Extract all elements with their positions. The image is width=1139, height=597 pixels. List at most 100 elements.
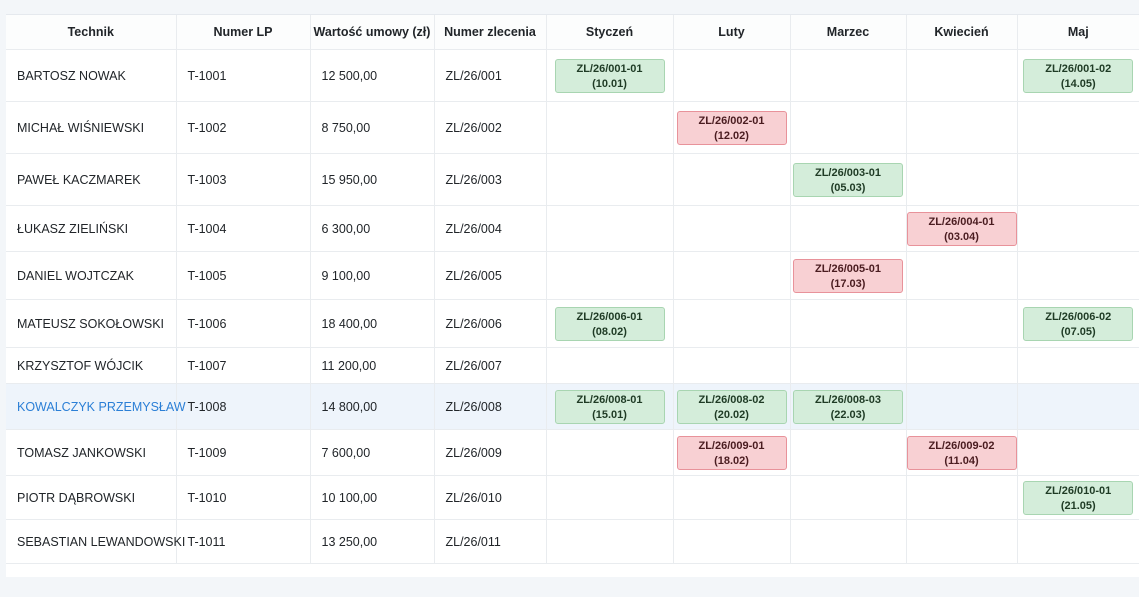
month-cell-january[interactable] xyxy=(546,347,674,384)
order-chip[interactable]: ZL/26/001-02 (14.05) xyxy=(1023,58,1134,93)
month-cell-february[interactable] xyxy=(673,299,791,348)
month-cell-march[interactable] xyxy=(790,519,907,564)
order-chip-code: ZL/26/002-01 xyxy=(698,114,765,127)
lp-number: T-1008 xyxy=(176,383,311,430)
table-header-row: Technik Numer LP Wartość umowy (zł) Nume… xyxy=(6,15,1139,50)
month-cell-january[interactable] xyxy=(546,429,674,476)
month-cell-april[interactable] xyxy=(906,101,1018,154)
month-cell-may[interactable] xyxy=(1017,101,1139,154)
table-row[interactable]: Michał Wiśniewski T-1002 8 750,00 ZL/26/002… xyxy=(6,101,1139,154)
technician-name[interactable]: Daniel Wojtczak xyxy=(6,251,177,300)
contract-value: 11 200,00 xyxy=(310,347,435,384)
order-chip-date: (21.05) xyxy=(1060,499,1096,512)
month-cell-march[interactable] xyxy=(790,101,907,154)
header-contract-value[interactable]: Wartość umowy (zł) xyxy=(310,15,435,50)
month-cell-march[interactable] xyxy=(790,299,907,348)
month-cell-march[interactable] xyxy=(790,475,907,520)
table-row[interactable]: Daniel Wojtczak T-1005 9 100,00 ZL/26/005 ZL… xyxy=(6,251,1139,300)
month-cell-april: ZL/26/004-01 (03.04) xyxy=(906,205,1018,252)
technician-name[interactable]: Krzysztof Wójcik xyxy=(6,347,177,384)
month-cell-february[interactable] xyxy=(673,49,791,102)
order-chip-date: (03.04) xyxy=(944,230,979,243)
table-row[interactable]: Tomasz Jankowski T-1009 7 600,00 ZL/26/009 Z… xyxy=(6,429,1139,476)
table-row[interactable]: Łukasz Zieliński T-1004 6 300,00 ZL/26/004 Z… xyxy=(6,205,1139,252)
month-cell-april[interactable] xyxy=(906,299,1018,348)
month-cell-february[interactable] xyxy=(673,251,791,300)
month-cell-january[interactable] xyxy=(546,475,674,520)
month-cell-february[interactable] xyxy=(673,519,791,564)
month-cell-may[interactable] xyxy=(1017,205,1139,252)
month-cell-april[interactable] xyxy=(906,475,1018,520)
month-cell-may[interactable] xyxy=(1017,383,1139,430)
table-row[interactable]: Sebastian Lewandowski T-1011 13 250,00 ZL/2… xyxy=(6,519,1139,564)
month-cell-april[interactable] xyxy=(906,251,1018,300)
header-order-number[interactable]: Numer zlecenia xyxy=(434,15,547,50)
order-chip[interactable]: ZL/26/009-02 (11.04) xyxy=(906,435,1017,470)
table-row[interactable]: Paweł Kaczmarek T-1003 15 950,00 ZL/26/003 Z… xyxy=(6,153,1139,206)
order-chip[interactable]: ZL/26/006-02 (07.05) xyxy=(1023,306,1134,341)
technician-name[interactable]: Michał Wiśniewski xyxy=(6,101,177,154)
technician-name[interactable]: Paweł Kaczmarek xyxy=(6,153,177,206)
month-cell-may[interactable] xyxy=(1017,251,1139,300)
order-chip[interactable]: ZL/26/001-01 (10.01) xyxy=(554,58,665,93)
technician-name[interactable]: Bartosz Nowak xyxy=(6,49,177,102)
month-cell-may[interactable] xyxy=(1017,519,1139,564)
order-number: ZL/26/005 xyxy=(434,251,547,300)
month-cell-january[interactable] xyxy=(546,205,674,252)
month-cell-march[interactable] xyxy=(790,49,907,102)
month-cell-february: ZL/26/002-01 (12.02) xyxy=(673,101,791,154)
lp-number: T-1010 xyxy=(176,475,311,520)
technician-name[interactable]: Piotr Dąbrowski xyxy=(6,475,177,520)
table-row[interactable]: Kowalczyk Przemysław T-1008 14 800,00 ZL/26… xyxy=(6,383,1139,430)
technician-name[interactable]: Tomasz Jankowski xyxy=(6,429,177,476)
month-cell-january[interactable] xyxy=(546,101,674,154)
order-chip[interactable]: ZL/26/009-01 (18.02) xyxy=(676,435,787,470)
month-cell-january[interactable] xyxy=(546,251,674,300)
order-chip[interactable]: ZL/26/002-01 (12.02) xyxy=(676,110,787,145)
month-cell-march[interactable] xyxy=(790,205,907,252)
contract-value: 18 400,00 xyxy=(310,299,435,348)
technician-name[interactable]: Sebastian Lewandowski xyxy=(6,519,185,564)
technician-name[interactable]: Kowalczyk Przemysław xyxy=(6,383,186,430)
header-month-january[interactable]: Styczeń xyxy=(546,15,674,50)
order-chip[interactable]: ZL/26/006-01 (08.02) xyxy=(554,306,665,341)
header-month-march[interactable]: Marzec xyxy=(790,15,907,50)
order-chip[interactable]: ZL/26/005-01 (17.03) xyxy=(793,258,903,293)
header-month-may[interactable]: Maj xyxy=(1017,15,1139,50)
month-cell-january[interactable] xyxy=(546,153,674,206)
month-cell-february[interactable] xyxy=(673,475,791,520)
table-row[interactable]: Mateusz Sokołowski T-1006 18 400,00 ZL/26/0… xyxy=(6,299,1139,348)
month-cell-january: ZL/26/008-01 (15.01) xyxy=(546,383,674,430)
technician-name[interactable]: Łukasz Zieliński xyxy=(6,205,177,252)
month-cell-may[interactable] xyxy=(1017,347,1139,384)
month-cell-february[interactable] xyxy=(673,347,791,384)
month-cell-april[interactable] xyxy=(906,383,1018,430)
month-cell-april[interactable] xyxy=(906,519,1018,564)
month-cell-may[interactable] xyxy=(1017,153,1139,206)
order-chip[interactable]: ZL/26/008-02 (20.02) xyxy=(676,389,787,424)
month-cell-may[interactable] xyxy=(1017,429,1139,476)
table-row[interactable]: Piotr Dąbrowski T-1010 10 100,00 ZL/26/010 Z… xyxy=(6,475,1139,520)
order-chip[interactable]: ZL/26/008-03 (22.03) xyxy=(793,389,903,424)
header-lp-number[interactable]: Numer LP xyxy=(176,15,311,50)
order-chip[interactable]: ZL/26/003-01 (05.03) xyxy=(793,162,903,197)
month-cell-february[interactable] xyxy=(673,153,791,206)
month-cell-april[interactable] xyxy=(906,347,1018,384)
technician-name[interactable]: Mateusz Sokołowski xyxy=(6,299,177,348)
month-cell-march[interactable] xyxy=(790,429,907,476)
month-cell-january[interactable] xyxy=(546,519,674,564)
order-chip[interactable]: ZL/26/008-01 (15.01) xyxy=(554,389,665,424)
header-month-february[interactable]: Luty xyxy=(673,15,791,50)
table-row[interactable]: Krzysztof Wójcik T-1007 11 200,00 ZL/26/007 xyxy=(6,347,1139,384)
order-chip[interactable]: ZL/26/004-01 (03.04) xyxy=(906,211,1017,246)
lp-number: T-1004 xyxy=(176,205,311,252)
month-cell-april[interactable] xyxy=(906,49,1018,102)
table-row[interactable]: Bartosz Nowak T-1001 12 500,00 ZL/26/001 ZL/… xyxy=(6,49,1139,102)
month-cell-february[interactable] xyxy=(673,205,791,252)
month-cell-may: ZL/26/010-01 (21.05) xyxy=(1017,475,1139,520)
month-cell-april[interactable] xyxy=(906,153,1018,206)
order-chip[interactable]: ZL/26/010-01 (21.05) xyxy=(1023,480,1134,515)
header-technician[interactable]: Technik xyxy=(6,15,177,50)
header-month-april[interactable]: Kwiecień xyxy=(906,15,1018,50)
month-cell-march[interactable] xyxy=(790,347,907,384)
